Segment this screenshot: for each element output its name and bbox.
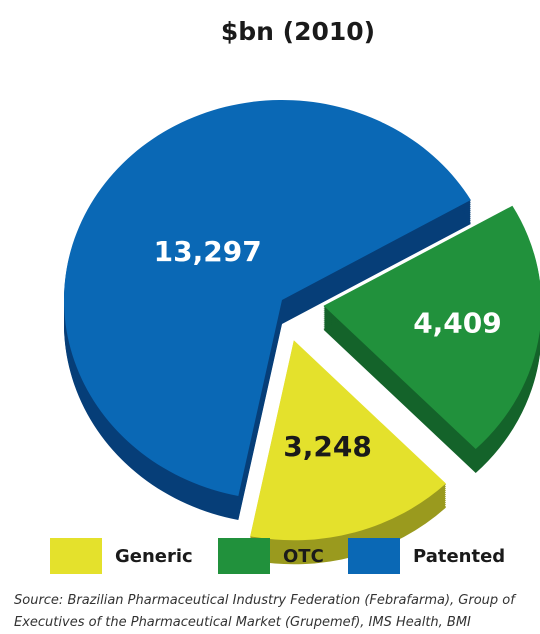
pie-slices xyxy=(63,100,540,565)
pie-chart: $bn (2010) 3,248 4,409 13,297 xyxy=(63,17,540,565)
source-note: Source: Brazilian Pharmaceutical Industr… xyxy=(14,593,515,630)
slice-otc xyxy=(323,205,540,450)
slice-generic xyxy=(250,340,446,541)
slice-patented xyxy=(64,100,471,496)
legend-label-otc: OTC xyxy=(283,545,324,567)
legend-item-generic: Generic xyxy=(50,538,193,574)
pie-labels: 3,248 4,409 13,297 xyxy=(154,235,502,463)
value-label-generic: 3,248 xyxy=(283,430,372,463)
legend-item-otc: OTC xyxy=(218,538,324,574)
legend-swatch-otc xyxy=(218,538,270,574)
legend-swatch-patented xyxy=(348,538,400,574)
value-label-otc: 4,409 xyxy=(413,307,502,340)
legend-item-patented: Patented xyxy=(348,538,505,574)
legend-label-generic: Generic xyxy=(115,545,193,567)
value-label-patented: 13,297 xyxy=(154,235,262,268)
chart-title: $bn (2010) xyxy=(221,17,375,46)
legend-swatch-generic xyxy=(50,538,102,574)
legend-label-patented: Patented xyxy=(413,545,506,567)
legend: Generic OTC Patented xyxy=(0,538,540,578)
